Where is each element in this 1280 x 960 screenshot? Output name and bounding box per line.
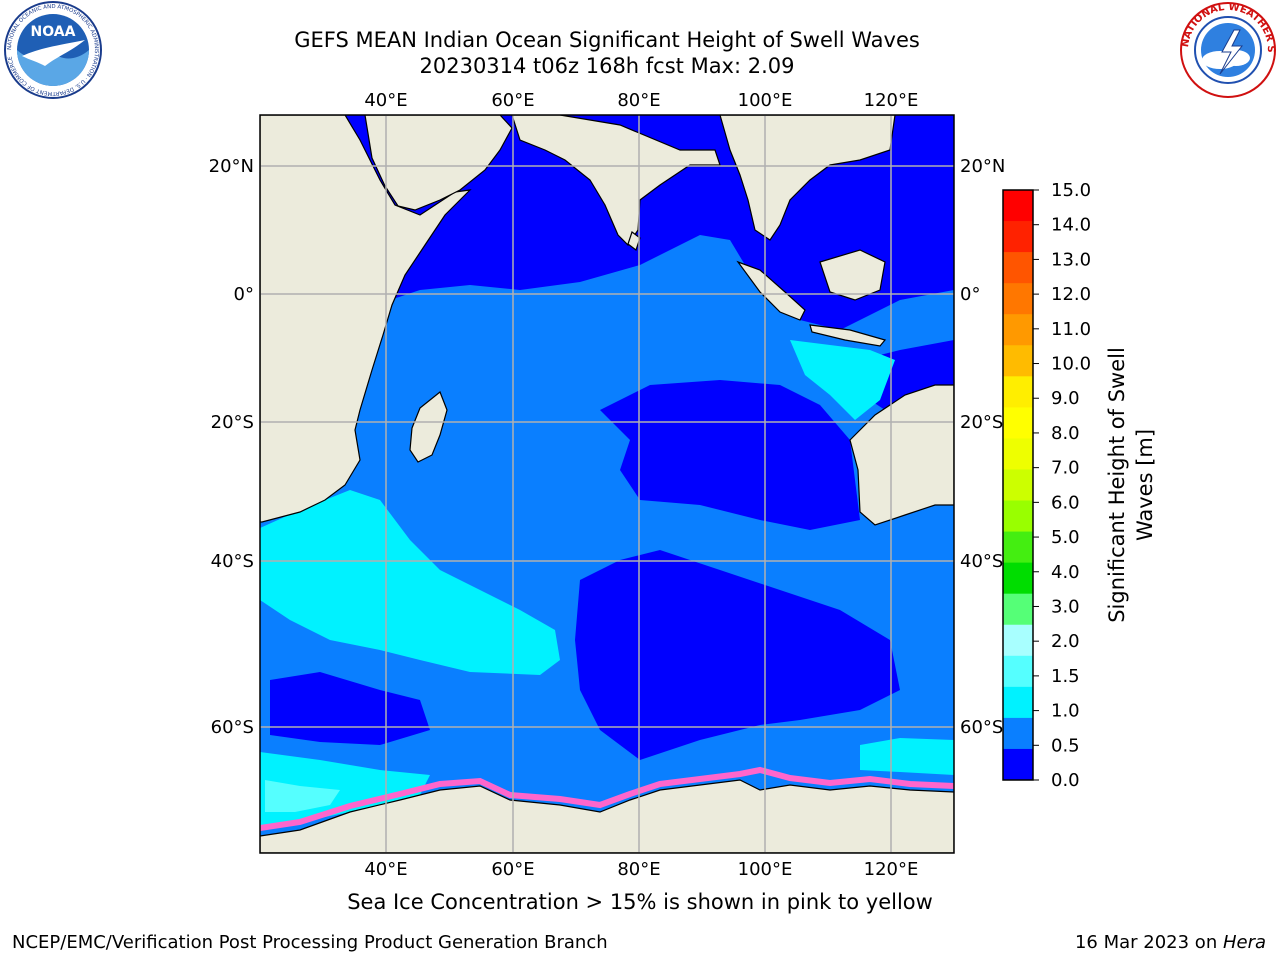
colorbar-segment-1	[1003, 221, 1033, 253]
lon-label-top-3: 100°E	[738, 90, 793, 111]
lat-label-left-4: 60°S	[211, 717, 254, 738]
colorbar-tick-label-6: 9.0	[1051, 388, 1080, 409]
colorbar-tick-label-8: 7.0	[1051, 458, 1080, 479]
colorbar-tick-label-7: 8.0	[1051, 423, 1080, 444]
colorbar-segment-9	[1003, 469, 1033, 502]
map-frame	[259, 114, 955, 854]
chart-subtitle: 20230314 t06z 168h fcst Max: 2.09	[419, 54, 795, 78]
colorbar-tick-label-0: 15.0	[1051, 180, 1091, 201]
swell-region-high-southwest	[260, 490, 560, 675]
swell-region-high-sunda	[790, 340, 895, 420]
swell-region-low-south	[575, 550, 900, 760]
land-australia	[849, 384, 954, 526]
land-sumatra	[736, 260, 806, 321]
colorbar-segment-2	[1003, 252, 1033, 284]
colorbar-segment-14	[1003, 624, 1033, 657]
colorbar-tick-label-10: 5.0	[1051, 527, 1080, 548]
land-africa	[260, 115, 472, 523]
colorbar-tick-label-11: 4.0	[1051, 562, 1080, 583]
lon-label-top-4: 120°E	[864, 90, 919, 111]
footer-credit: NCEP/EMC/Verification Post Processing Pr…	[12, 932, 608, 953]
lat-label-left-0: 20°N	[209, 156, 254, 177]
lat-label-right-2: 20°S	[960, 412, 1003, 433]
colorbar-segment-13	[1003, 593, 1033, 626]
colorbar-title-line2: Waves [m]	[1133, 429, 1157, 541]
lon-label-bottom-3: 100°E	[738, 859, 793, 880]
land-sri-lanka	[627, 231, 641, 251]
lon-label-bottom-0: 40°E	[364, 859, 407, 880]
colorbar-tick-label-1: 14.0	[1051, 215, 1091, 236]
land-arabia	[364, 115, 513, 211]
colorbar-tick-label-3: 12.0	[1051, 284, 1091, 305]
swell-region-higher-south	[265, 780, 340, 812]
colorbar-segment-6	[1003, 376, 1033, 408]
noaa-logo: NOAA NATIONAL OCEANIC AND ATMOSPHERIC AD…	[4, 1, 102, 99]
colorbar-segment-15	[1003, 655, 1033, 688]
axis-labels: 40°E 40°E 60°E 60°E 80°E 80°E 100°E 100°E 120°E 1…	[209, 90, 1006, 880]
swell-region-high-south-east	[860, 738, 954, 775]
colorbar-segment-10	[1003, 500, 1033, 533]
colorbar-tick-label-2: 13.0	[1051, 249, 1091, 270]
colorbar-tick-label-16: 0.5	[1051, 735, 1080, 756]
lat-label-right-4: 60°S	[960, 717, 1003, 738]
lon-label-top-2: 80°E	[617, 90, 660, 111]
lon-label-bottom-1: 60°E	[491, 859, 534, 880]
colorbar-segment-5	[1003, 345, 1033, 377]
colorbar-segment-17	[1003, 717, 1033, 750]
colorbar-tick-label-17: 0.0	[1051, 770, 1080, 791]
gridlines	[260, 115, 954, 853]
lat-label-right-1: 0°	[960, 284, 980, 305]
colorbar-tick-label-5: 10.0	[1051, 354, 1091, 375]
colorbar: 15.0 14.0 13.0 12.0 11.0 10.0 9.0 8.0 7.0 6.0 5.0 4…	[1002, 180, 1091, 791]
swell-region-low-central	[600, 380, 860, 530]
nws-logo: NATIONAL WEATHER SERVICE	[1176, 0, 1276, 98]
lat-label-left-1: 0°	[234, 284, 254, 305]
colorbar-segment-18	[1003, 748, 1033, 781]
colorbar-tick-label-12: 3.0	[1051, 596, 1080, 617]
sea-ice-note: Sea Ice Concentration > 15% is shown in …	[347, 890, 933, 914]
colorbar-title-line1: Significant Height of Swell	[1105, 347, 1129, 623]
lat-label-left-3: 40°S	[211, 551, 254, 572]
lon-label-top-0: 40°E	[364, 90, 407, 111]
colorbar-segment-16	[1003, 686, 1033, 719]
colorbar-tick-label-14: 1.5	[1051, 666, 1080, 687]
colorbar-tick-label-4: 11.0	[1051, 319, 1091, 340]
land-madagascar	[409, 391, 448, 463]
chart-title: GEFS MEAN Indian Ocean Significant Heigh…	[294, 28, 920, 52]
colorbar-tick-label-13: 2.0	[1051, 631, 1080, 652]
land-java	[809, 324, 887, 347]
lat-label-left-2: 20°S	[211, 412, 254, 433]
land-antarctica	[260, 779, 954, 853]
footer-host: Hera	[1222, 932, 1266, 953]
lat-label-right-3: 40°S	[960, 551, 1003, 572]
colorbar-segment-4	[1003, 314, 1033, 346]
colorbar-segment-3	[1003, 283, 1033, 315]
land-southeast-asia	[719, 115, 896, 241]
colorbar-tick-label-15: 1.0	[1051, 701, 1080, 722]
colorbar-segment-11	[1003, 531, 1033, 564]
colorbar-frame	[1002, 189, 1034, 781]
colorbar-segment-7	[1003, 407, 1033, 439]
lon-label-bottom-2: 80°E	[617, 859, 660, 880]
footer-date: 16 Mar 2023 on Hera	[1075, 932, 1266, 953]
lon-label-top-1: 60°E	[491, 90, 534, 111]
lon-label-bottom-4: 120°E	[864, 859, 919, 880]
colorbar-segment-8	[1003, 438, 1033, 470]
colorbar-segment-12	[1003, 562, 1033, 595]
land-borneo	[819, 249, 886, 301]
footer-date-text: 16 Mar 2023 on	[1074, 932, 1223, 953]
map-plot-area	[260, 115, 954, 853]
noaa-logo-text: NOAA	[31, 24, 76, 40]
lat-label-right-0: 20°N	[960, 156, 1005, 177]
colorbar-tick-label-9: 6.0	[1051, 492, 1080, 513]
sea-ice-edge	[260, 766, 954, 831]
colorbar-segment-0	[1003, 190, 1033, 222]
